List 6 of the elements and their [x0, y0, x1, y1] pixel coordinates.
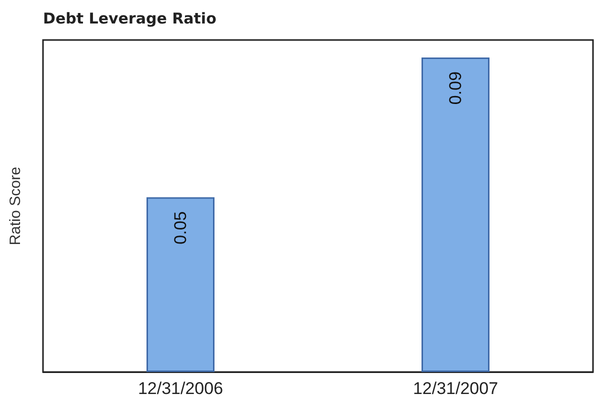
chart-title: Debt Leverage Ratio: [43, 10, 216, 28]
x-tick-label: 12/31/2007: [412, 379, 498, 398]
data-label: 0.05: [171, 211, 190, 244]
data-label: 0.09: [446, 71, 465, 105]
x-tick-label: 12/31/2006: [138, 379, 224, 398]
y-axis-title: Ratio Score: [7, 166, 24, 246]
